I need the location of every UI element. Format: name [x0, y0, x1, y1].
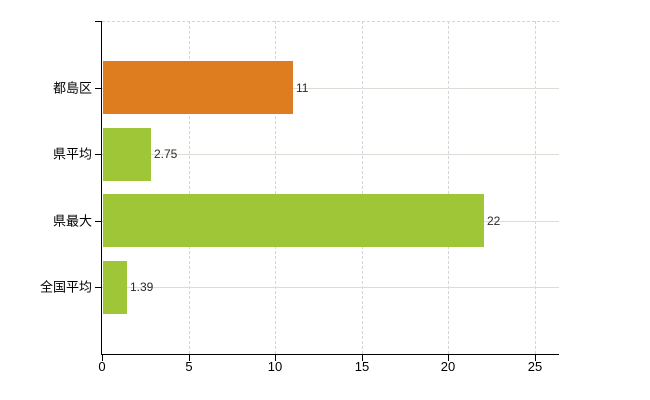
x-axis-tick-25 — [535, 355, 536, 361]
bar-2 — [103, 194, 484, 247]
gridline-vertical-25 — [535, 21, 536, 354]
x-axis-tick-0 — [102, 355, 103, 361]
x-tick-label-25: 25 — [527, 359, 543, 374]
bar-1 — [103, 128, 151, 181]
x-tick-label-5: 5 — [185, 359, 193, 374]
category-label-0: 都島区 — [52, 80, 92, 96]
x-axis-tick-10 — [275, 355, 276, 361]
x-axis-tick-5 — [189, 355, 190, 361]
x-tick-label-15: 15 — [354, 359, 370, 374]
gridline-horizontal — [102, 88, 559, 89]
value-label-2: 22 — [487, 214, 501, 228]
plot-area: 11 2.75 22 1.39 — [101, 21, 559, 355]
bar-3 — [103, 261, 127, 314]
category-label-2: 県最大 — [52, 213, 92, 229]
y-axis-end-tick — [95, 21, 101, 22]
gridline-horizontal — [102, 154, 559, 155]
gridline-vertical-15 — [362, 21, 363, 354]
value-label-0: 11 — [296, 81, 309, 95]
category-label-1: 県平均 — [52, 146, 92, 162]
value-label-3: 1.39 — [130, 280, 154, 294]
x-tick-label-20: 20 — [440, 359, 456, 374]
y-axis-tick — [95, 154, 101, 155]
y-axis-tick — [95, 287, 101, 288]
plot-top-border — [102, 21, 559, 22]
gridline-vertical-20 — [448, 21, 449, 354]
y-axis-tick — [95, 88, 101, 89]
gridline-vertical-5 — [189, 21, 190, 354]
y-axis-tick — [95, 221, 101, 222]
x-axis-tick-15 — [362, 355, 363, 361]
x-tick-label-0: 0 — [98, 359, 106, 374]
value-label-1: 2.75 — [154, 147, 178, 161]
category-label-3: 全国平均 — [39, 279, 92, 295]
x-tick-label-10: 10 — [267, 359, 283, 374]
gridline-horizontal — [102, 287, 559, 288]
gridline-vertical-10 — [275, 21, 276, 354]
x-axis-tick-20 — [448, 355, 449, 361]
bar-0 — [103, 61, 293, 114]
